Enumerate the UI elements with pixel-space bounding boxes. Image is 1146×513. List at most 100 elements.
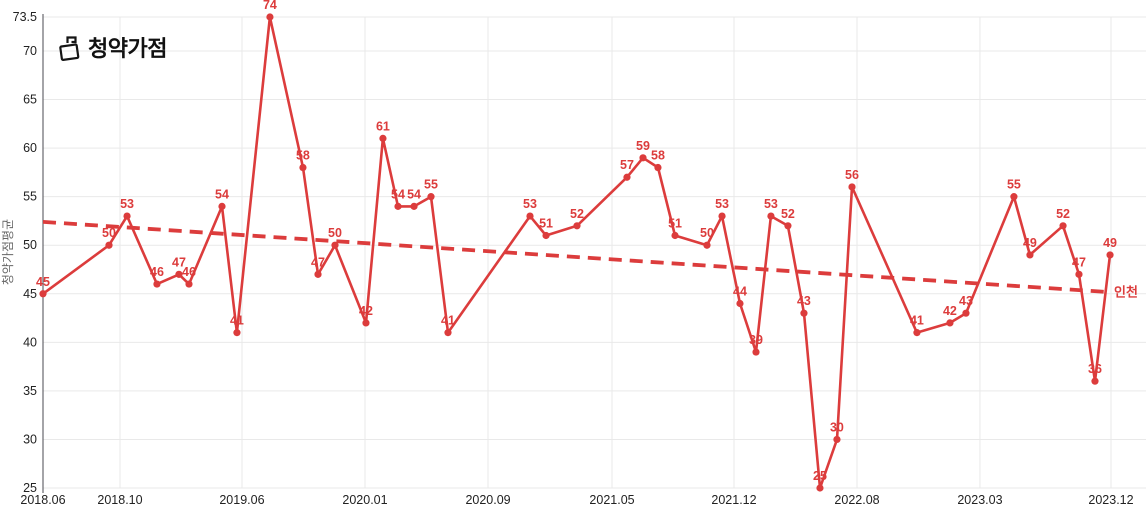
point-value-label: 61 [376,119,390,133]
series-line [41,15,1112,490]
x-tick-label: 2021.05 [589,493,634,507]
point-value-label: 25 [813,469,827,483]
data-point-marker[interactable] [718,212,726,220]
data-point-marker[interactable] [848,183,856,191]
data-point-marker[interactable] [362,319,370,327]
point-value-label: 42 [943,304,957,318]
data-point-marker[interactable] [427,193,435,201]
data-point-marker[interactable] [299,163,307,172]
data-point-marker[interactable] [444,329,452,337]
x-tick-label: 2023.12 [1088,493,1133,507]
point-value-label: 52 [781,207,795,221]
point-value-label: 41 [910,314,924,328]
data-point-marker[interactable] [1106,251,1114,259]
data-point-marker[interactable] [816,484,824,492]
point-value-label: 54 [391,187,405,201]
y-tick-label: 45 [23,287,37,301]
data-point-marker[interactable] [233,329,241,337]
point-value-label: 42 [359,304,373,318]
y-tick-label: 50 [23,238,37,252]
data-point-marker[interactable] [800,309,808,317]
data-point-marker[interactable] [266,13,274,21]
y-tick-label: 35 [23,384,37,398]
data-point-marker[interactable] [913,329,921,337]
data-point-marker[interactable] [379,134,387,142]
data-point-marker[interactable] [623,173,631,181]
data-point-marker[interactable] [671,231,679,240]
data-points [39,13,1114,492]
point-value-label: 30 [830,420,844,434]
point-value-label: 51 [668,217,682,231]
data-point-marker[interactable] [703,241,711,249]
data-point-marker[interactable] [1026,251,1034,259]
y-tick-label: 70 [23,44,37,58]
data-point-marker[interactable] [1091,377,1099,385]
data-point-marker[interactable] [185,280,193,288]
data-point-marker[interactable] [736,299,744,308]
data-point-marker[interactable] [153,280,161,288]
point-value-label: 74 [263,0,277,12]
data-point-marker[interactable] [946,319,954,327]
data-point-marker[interactable] [573,222,581,230]
point-value-label: 36 [1088,362,1102,376]
data-point-marker[interactable] [105,241,113,249]
data-point-marker[interactable] [1075,270,1083,278]
point-value-label: 56 [845,168,859,182]
series-name-label: 인천 [1114,284,1138,299]
data-point-marker[interactable] [639,154,647,162]
point-value-label: 54 [215,187,229,201]
x-tick-label: 2018.06 [20,493,65,507]
data-point-marker[interactable] [526,212,534,220]
data-point-marker[interactable] [123,212,131,220]
data-point-marker[interactable] [175,270,183,278]
point-value-label: 47 [172,255,186,269]
point-value-label: 44 [733,284,747,298]
x-tick-label: 2020.01 [342,493,387,507]
trend-line [42,220,1106,294]
brand-logo: 청약가점 [56,34,167,63]
data-point-marker[interactable] [218,202,226,210]
y-tick-label: 73.5 [13,10,37,24]
data-point-marker[interactable] [1010,193,1018,201]
brand-title: 청약가점 [88,35,167,61]
data-point-marker[interactable] [752,348,760,356]
y-tick-label: 40 [23,335,37,349]
data-point-marker[interactable] [314,270,322,278]
y-tick-label: 30 [23,432,37,446]
data-point-marker[interactable] [410,202,418,210]
point-value-label: 55 [1007,178,1021,192]
y-tick-label: 25 [23,481,37,495]
point-value-label: 53 [764,197,778,211]
data-point-marker[interactable] [1059,222,1067,230]
data-point-marker[interactable] [394,202,402,210]
y-tick-label: 55 [23,190,37,204]
data-point-marker[interactable] [833,435,841,444]
data-point-marker[interactable] [654,163,662,172]
data-point-marker[interactable] [767,212,775,220]
point-value-label: 41 [441,314,455,328]
y-axis-title: 청약가점평균 [0,219,15,285]
x-tick-label: 2021.12 [711,493,756,507]
data-point-marker[interactable] [39,290,47,298]
point-value-label: 39 [749,333,763,347]
point-value-label: 51 [539,217,553,231]
point-value-label: 45 [36,275,50,289]
data-point-marker[interactable] [542,231,550,240]
point-value-label: 47 [311,255,325,269]
point-value-label: 53 [523,197,537,211]
point-value-label: 46 [150,265,164,279]
data-point-marker[interactable] [784,222,792,230]
x-tick-label: 2020.09 [465,493,510,507]
point-value-label: 53 [715,197,729,211]
point-value-label: 54 [407,187,421,201]
data-point-marker[interactable] [331,241,339,249]
data-point-marker[interactable] [962,309,970,317]
point-value-label: 57 [620,158,634,172]
point-value-label: 50 [102,226,116,240]
point-value-label: 52 [1056,207,1070,221]
x-tick-label: 2022.08 [834,493,879,507]
point-value-label: 47 [1072,255,1086,269]
